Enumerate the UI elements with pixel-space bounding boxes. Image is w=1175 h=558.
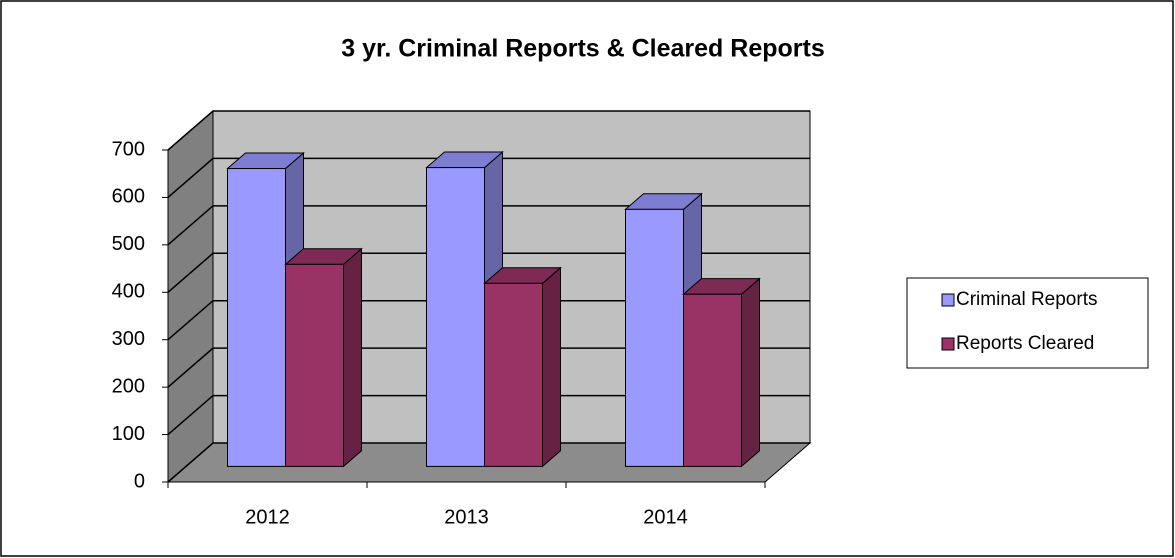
grid-line [167, 442, 810, 483]
y-tick-label: 400 [112, 281, 145, 303]
grid-line [167, 394, 810, 436]
legend-box [906, 277, 1149, 369]
y-tick-label: 100 [112, 423, 145, 445]
bar-front [683, 293, 742, 467]
bar-front [227, 168, 286, 467]
bar-side [741, 277, 760, 468]
bar-front [484, 282, 543, 467]
bar-front [285, 263, 344, 467]
grid-line [167, 110, 810, 151]
bar-side [343, 247, 362, 468]
x-tick-label: 2014 [643, 506, 688, 528]
grid-line [167, 157, 810, 198]
legend-swatch [941, 337, 955, 351]
grid-line [167, 252, 810, 293]
bar [226, 151, 305, 468]
grid-line [167, 347, 810, 388]
bar [284, 247, 363, 468]
y-tick-label: 0 [134, 470, 145, 492]
legend-label: Criminal Reports [956, 289, 1097, 310]
x-tick-label: 2013 [444, 506, 489, 528]
legend-label: Reports Cleared [956, 333, 1094, 354]
y-tick-label: 300 [112, 328, 145, 350]
bar [682, 277, 761, 468]
y-tick-label: 600 [112, 186, 145, 208]
bar [483, 266, 562, 468]
legend-swatch [941, 293, 955, 307]
bar-side [542, 266, 561, 468]
side-wall [167, 109, 214, 484]
y-tick-label: 200 [112, 375, 145, 397]
x-tick-label: 2012 [245, 506, 290, 528]
bar-front [625, 208, 684, 467]
bar-front [426, 167, 485, 467]
y-tick-label: 500 [112, 233, 145, 255]
grid-line [167, 299, 810, 341]
y-tick-label: 700 [112, 138, 145, 160]
chart-title: 3 yr. Criminal Reports & Cleared Reports [341, 35, 824, 63]
grid-line [167, 205, 810, 246]
